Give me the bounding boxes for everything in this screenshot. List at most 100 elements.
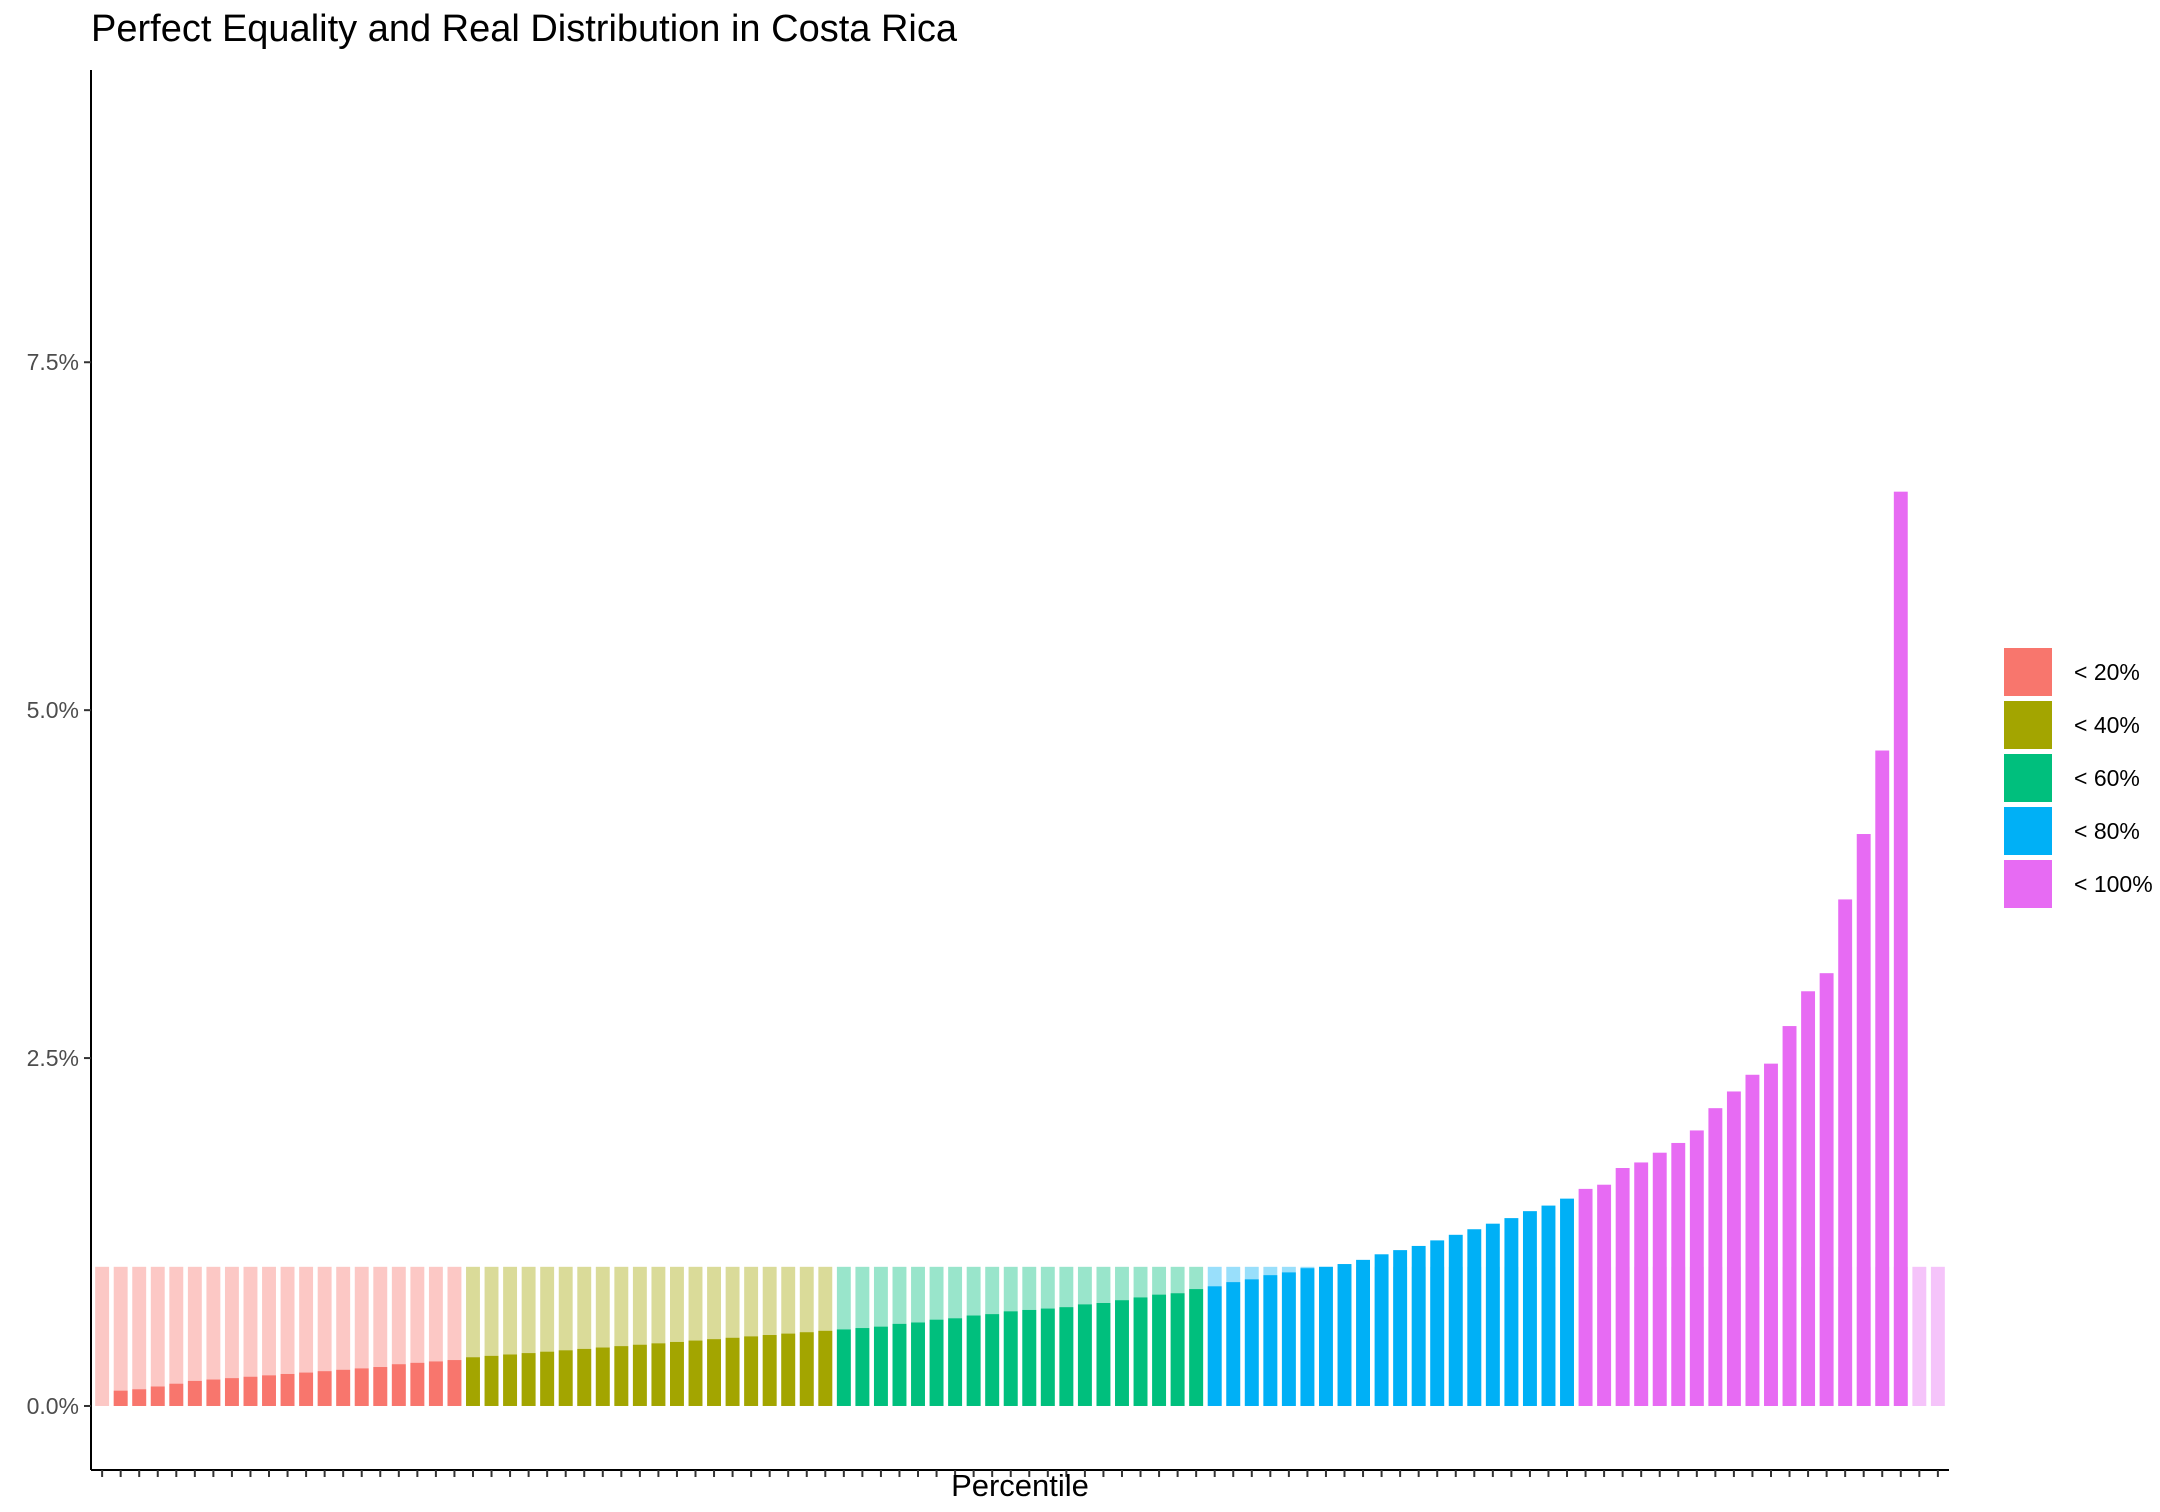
legend-key-2 — [2004, 701, 2052, 749]
distribution-bar-90 — [1745, 1074, 1760, 1406]
distribution-bar-59 — [1170, 1293, 1185, 1406]
distribution-bar-95 — [1838, 899, 1853, 1406]
distribution-bar-19 — [428, 1361, 443, 1406]
distribution-bar-52 — [1040, 1308, 1055, 1406]
distribution-bar-45 — [911, 1322, 925, 1406]
distribution-bar-78 — [1522, 1211, 1537, 1406]
distribution-bar-88 — [1708, 1108, 1723, 1406]
equality-bar-11 — [280, 1266, 295, 1406]
equality-bar-3 — [132, 1266, 147, 1406]
distribution-bar-83 — [1615, 1168, 1630, 1406]
distribution-bar-87 — [1689, 1130, 1704, 1406]
distribution-bar-68 — [1337, 1264, 1352, 1406]
distribution-bar-16 — [373, 1367, 388, 1406]
equality-bar-6 — [187, 1266, 202, 1406]
distribution-bar-18 — [410, 1362, 425, 1406]
distribution-bar-7 — [206, 1379, 221, 1406]
distribution-bar-55 — [1096, 1303, 1111, 1406]
distribution-bar-66 — [1300, 1268, 1315, 1406]
distribution-bar-39 — [799, 1332, 814, 1406]
equality-bar-12 — [299, 1266, 314, 1406]
y-tick-label-2: 5.0% — [27, 697, 79, 723]
distribution-bar-91 — [1764, 1063, 1778, 1406]
legend-key-3 — [2004, 754, 2052, 802]
equality-bar-1 — [95, 1266, 110, 1406]
distribution-bar-60 — [1189, 1289, 1204, 1406]
distribution-bar-92 — [1782, 1026, 1797, 1406]
distribution-bar-70 — [1374, 1254, 1389, 1406]
legend-label-2: < 40% — [2074, 712, 2140, 738]
distribution-bar-33 — [688, 1340, 703, 1406]
x-axis-title: Percentile — [951, 1468, 1089, 1503]
legend-label-1: < 20% — [2074, 659, 2140, 685]
distribution-bar-35 — [725, 1337, 740, 1406]
distribution-bar-15 — [354, 1368, 369, 1406]
distribution-bar-65 — [1281, 1272, 1296, 1406]
distribution-bar-67 — [1319, 1266, 1333, 1406]
distribution-bar-26 — [558, 1350, 573, 1406]
distribution-bar-38 — [781, 1333, 796, 1406]
distribution-bar-80 — [1560, 1198, 1574, 1406]
distribution-bar-71 — [1393, 1250, 1408, 1406]
distribution-bar-64 — [1263, 1275, 1278, 1406]
distribution-bar-2 — [113, 1390, 128, 1406]
distribution-bar-10 — [262, 1375, 276, 1406]
distribution-bar-23 — [503, 1354, 518, 1406]
distribution-bar-21 — [466, 1357, 480, 1406]
distribution-bar-86 — [1671, 1142, 1686, 1406]
distribution-bar-8 — [224, 1378, 239, 1406]
distribution-bar-13 — [317, 1371, 332, 1406]
distribution-bar-22 — [484, 1355, 499, 1406]
distribution-bar-42 — [855, 1328, 870, 1406]
distribution-bar-85 — [1652, 1152, 1667, 1406]
distribution-bar-34 — [707, 1339, 721, 1406]
y-tick-label-1: 2.5% — [27, 1045, 79, 1071]
distribution-bar-24 — [521, 1353, 536, 1406]
equality-bar-5 — [169, 1266, 184, 1406]
distribution-bar-30 — [632, 1344, 647, 1406]
distribution-bar-56 — [1115, 1300, 1129, 1406]
distribution-bar-97 — [1875, 750, 1890, 1406]
equality-bar-99 — [1912, 1266, 1927, 1406]
distribution-bar-93 — [1801, 991, 1816, 1406]
distribution-bar-32 — [670, 1341, 684, 1406]
distribution-bars — [113, 491, 1908, 1406]
legend-key-1 — [2004, 648, 2052, 696]
distribution-bar-27 — [577, 1348, 592, 1406]
distribution-bar-72 — [1411, 1245, 1426, 1406]
distribution-bar-96 — [1856, 834, 1871, 1406]
legend-label-5: < 100% — [2074, 871, 2153, 897]
distribution-bar-57 — [1133, 1297, 1148, 1406]
distribution-bar-89 — [1726, 1091, 1741, 1406]
distribution-bar-53 — [1059, 1307, 1074, 1406]
distribution-bar-77 — [1504, 1218, 1519, 1406]
axes: 0.0% 2.5% 5.0% 7.5% Percentile — [27, 70, 1949, 1503]
distribution-bar-44 — [892, 1323, 907, 1406]
distribution-bar-50 — [1003, 1311, 1018, 1406]
distribution-bar-36 — [744, 1336, 759, 1406]
equality-bar-9 — [243, 1266, 258, 1406]
distribution-bar-43 — [873, 1326, 888, 1406]
distribution-bar-82 — [1597, 1184, 1612, 1406]
legend-label-4: < 80% — [2074, 818, 2140, 844]
distribution-bar-31 — [651, 1343, 666, 1406]
distribution-bar-62 — [1226, 1282, 1241, 1406]
distribution-bar-51 — [1022, 1309, 1037, 1406]
distribution-bar-12 — [299, 1372, 314, 1406]
y-tick-label-3: 7.5% — [27, 349, 79, 375]
distribution-bar-73 — [1430, 1240, 1445, 1406]
distribution-bar-11 — [280, 1373, 295, 1406]
legend: < 20% < 40% < 60% < 80% < 100% — [2004, 648, 2153, 908]
equality-bar-100 — [1930, 1266, 1945, 1406]
chart-title: Perfect Equality and Real Distribution i… — [91, 8, 957, 50]
distribution-bar-54 — [1077, 1304, 1092, 1406]
distribution-bar-81 — [1578, 1188, 1593, 1406]
distribution-bar-61 — [1207, 1286, 1222, 1406]
legend-label-3: < 60% — [2074, 765, 2140, 791]
legend-key-5 — [2004, 860, 2052, 908]
distribution-bar-25 — [540, 1351, 555, 1406]
distribution-bar-58 — [1152, 1294, 1167, 1406]
distribution-bar-48 — [966, 1315, 981, 1406]
legend-key-4 — [2004, 807, 2052, 855]
